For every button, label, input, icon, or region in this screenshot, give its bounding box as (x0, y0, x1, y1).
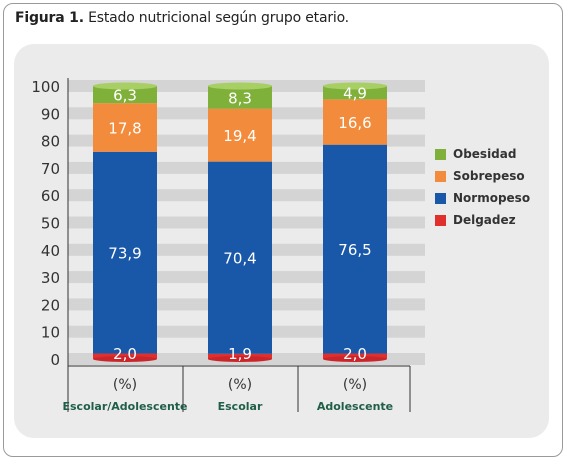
y-tick-label: 0 (50, 351, 60, 369)
legend-swatch (435, 170, 446, 182)
bar-segment-normopeso (323, 144, 387, 354)
legend-item-delgadez: Delgadez (435, 209, 530, 231)
data-label-obesidad: 6,3 (113, 87, 137, 105)
data-label-sobrepeso: 17,8 (108, 119, 141, 137)
legend-label: Sobrepeso (453, 169, 525, 183)
bar-segment-sobrepeso (323, 99, 387, 145)
y-tick-label: 20 (41, 296, 60, 314)
legend-item-normopeso: Normopeso (435, 187, 530, 209)
bar-base-cap (323, 356, 387, 362)
data-label-normopeso: 70,4 (223, 250, 256, 268)
bar-top-cap (93, 82, 157, 90)
legend-swatch (435, 192, 446, 204)
category-unit-label: (%) (343, 377, 367, 393)
category-label: Adolescente (317, 400, 393, 413)
y-tick-label: 30 (41, 269, 60, 287)
figure-title: Estado nutricional según grupo etario. (83, 10, 349, 26)
legend-swatch (435, 214, 446, 226)
y-tick-label: 80 (41, 133, 60, 151)
y-tick-label: 50 (41, 215, 60, 233)
data-label-delgadez: 2,0 (113, 345, 137, 363)
category-unit-label: (%) (228, 377, 252, 393)
bar-base-cap (93, 356, 157, 362)
legend-label: Obesidad (453, 147, 517, 161)
bar-segment-normopeso (208, 161, 272, 354)
bar-segment-obesidad (208, 86, 272, 109)
bar-segment-obesidad (93, 86, 157, 104)
data-label-normopeso: 73,9 (108, 245, 141, 263)
bar-segment-obesidad (323, 86, 387, 100)
data-label-obesidad: 4,9 (343, 85, 367, 103)
legend-swatch (435, 148, 446, 160)
data-label-sobrepeso: 16,6 (338, 114, 371, 132)
category-label: Escolar (218, 400, 263, 413)
legend-item-sobrepeso: Sobrepeso (435, 165, 530, 187)
bar-segment-normopeso (93, 151, 157, 354)
legend-item-obesidad: Obesidad (435, 143, 530, 165)
y-tick-label: 100 (31, 78, 60, 96)
data-label-delgadez: 2,0 (343, 345, 367, 363)
figure-number: Figura 1. (15, 10, 84, 26)
bar-top-cap (323, 82, 387, 90)
chart-legend: Obesidad Sobrepeso Normopeso Delgadez (435, 143, 530, 231)
bar-segment-sobrepeso (208, 108, 272, 162)
data-label-sobrepeso: 19,4 (223, 127, 256, 145)
bar-base-cap (208, 356, 272, 362)
y-tick-label: 70 (41, 160, 60, 178)
y-tick-label: 90 (41, 105, 60, 123)
data-label-obesidad: 8,3 (228, 89, 252, 107)
legend-label: Delgadez (453, 213, 516, 227)
legend-label: Normopeso (453, 191, 531, 205)
y-tick-label: 10 (41, 324, 60, 342)
bar-segment-sobrepeso (93, 103, 157, 152)
y-tick-label: 40 (41, 242, 60, 260)
bar-top-cap (208, 82, 272, 90)
category-unit-label: (%) (113, 377, 137, 393)
data-label-normopeso: 76,5 (338, 241, 371, 259)
data-label-delgadez: 1,9 (228, 345, 252, 363)
y-tick-label: 60 (41, 187, 60, 205)
figure-caption: Figura 1. Estado nutricional según grupo… (15, 10, 349, 26)
category-label: Escolar/Adolescente (62, 400, 187, 413)
